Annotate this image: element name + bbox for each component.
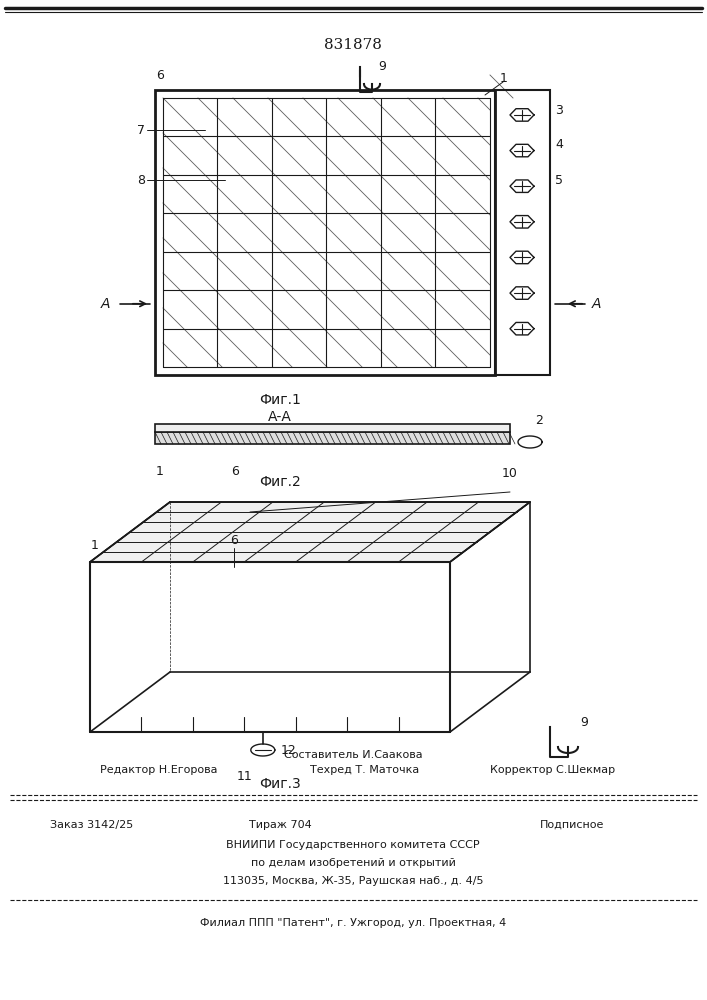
Text: Заказ 3142/25: Заказ 3142/25 [50,820,133,830]
Bar [155,432,510,444]
Text: А: А [592,297,602,311]
Text: Подписное: Подписное [540,820,604,830]
Text: 9: 9 [378,60,386,74]
Text: А: А [100,297,110,311]
Text: 3: 3 [555,104,563,116]
Polygon shape [90,502,530,562]
Text: 831878: 831878 [324,38,382,52]
Text: Тираж 704: Тираж 704 [249,820,311,830]
Text: Фиг.2: Фиг.2 [259,475,301,489]
Text: 1: 1 [500,72,508,85]
Text: Фиг.1: Фиг.1 [259,393,301,407]
Text: по делам изобретений и открытий: по делам изобретений и открытий [250,858,455,868]
Text: 10: 10 [502,467,518,480]
Bar [155,424,510,432]
Text: 7: 7 [137,123,145,136]
Text: Корректор С.Шекмар: Корректор С.Шекмар [490,765,615,775]
Text: 113035, Москва, Ж-35, Раушская наб., д. 4/5: 113035, Москва, Ж-35, Раушская наб., д. … [223,876,484,886]
Text: 5: 5 [555,174,563,186]
Text: 12: 12 [281,744,296,756]
Text: 2: 2 [535,414,543,427]
Text: 11: 11 [237,770,252,783]
Text: Филиал ППП "Патент", г. Ужгород, ул. Проектная, 4: Филиал ППП "Патент", г. Ужгород, ул. Про… [200,918,506,928]
Text: 4: 4 [555,138,563,151]
Text: 8: 8 [137,174,145,186]
Text: Техред Т. Маточка: Техред Т. Маточка [310,765,419,775]
Text: А-А: А-А [268,410,292,424]
Text: 1: 1 [156,465,164,478]
Bar [495,90,550,375]
Text: Фиг.3: Фиг.3 [259,777,301,791]
Text: 1: 1 [91,539,99,552]
Text: 6: 6 [231,465,239,478]
Text: Составитель И.Саакова: Составитель И.Саакова [284,750,422,760]
Text: 6: 6 [156,69,164,82]
Text: ВНИИПИ Государственного комитета СССР: ВНИИПИ Государственного комитета СССР [226,840,480,850]
Text: 6: 6 [230,534,238,547]
Text: Редактор Н.Егорова: Редактор Н.Егорова [100,765,218,775]
Text: 9: 9 [580,716,588,728]
Bar [155,90,495,375]
